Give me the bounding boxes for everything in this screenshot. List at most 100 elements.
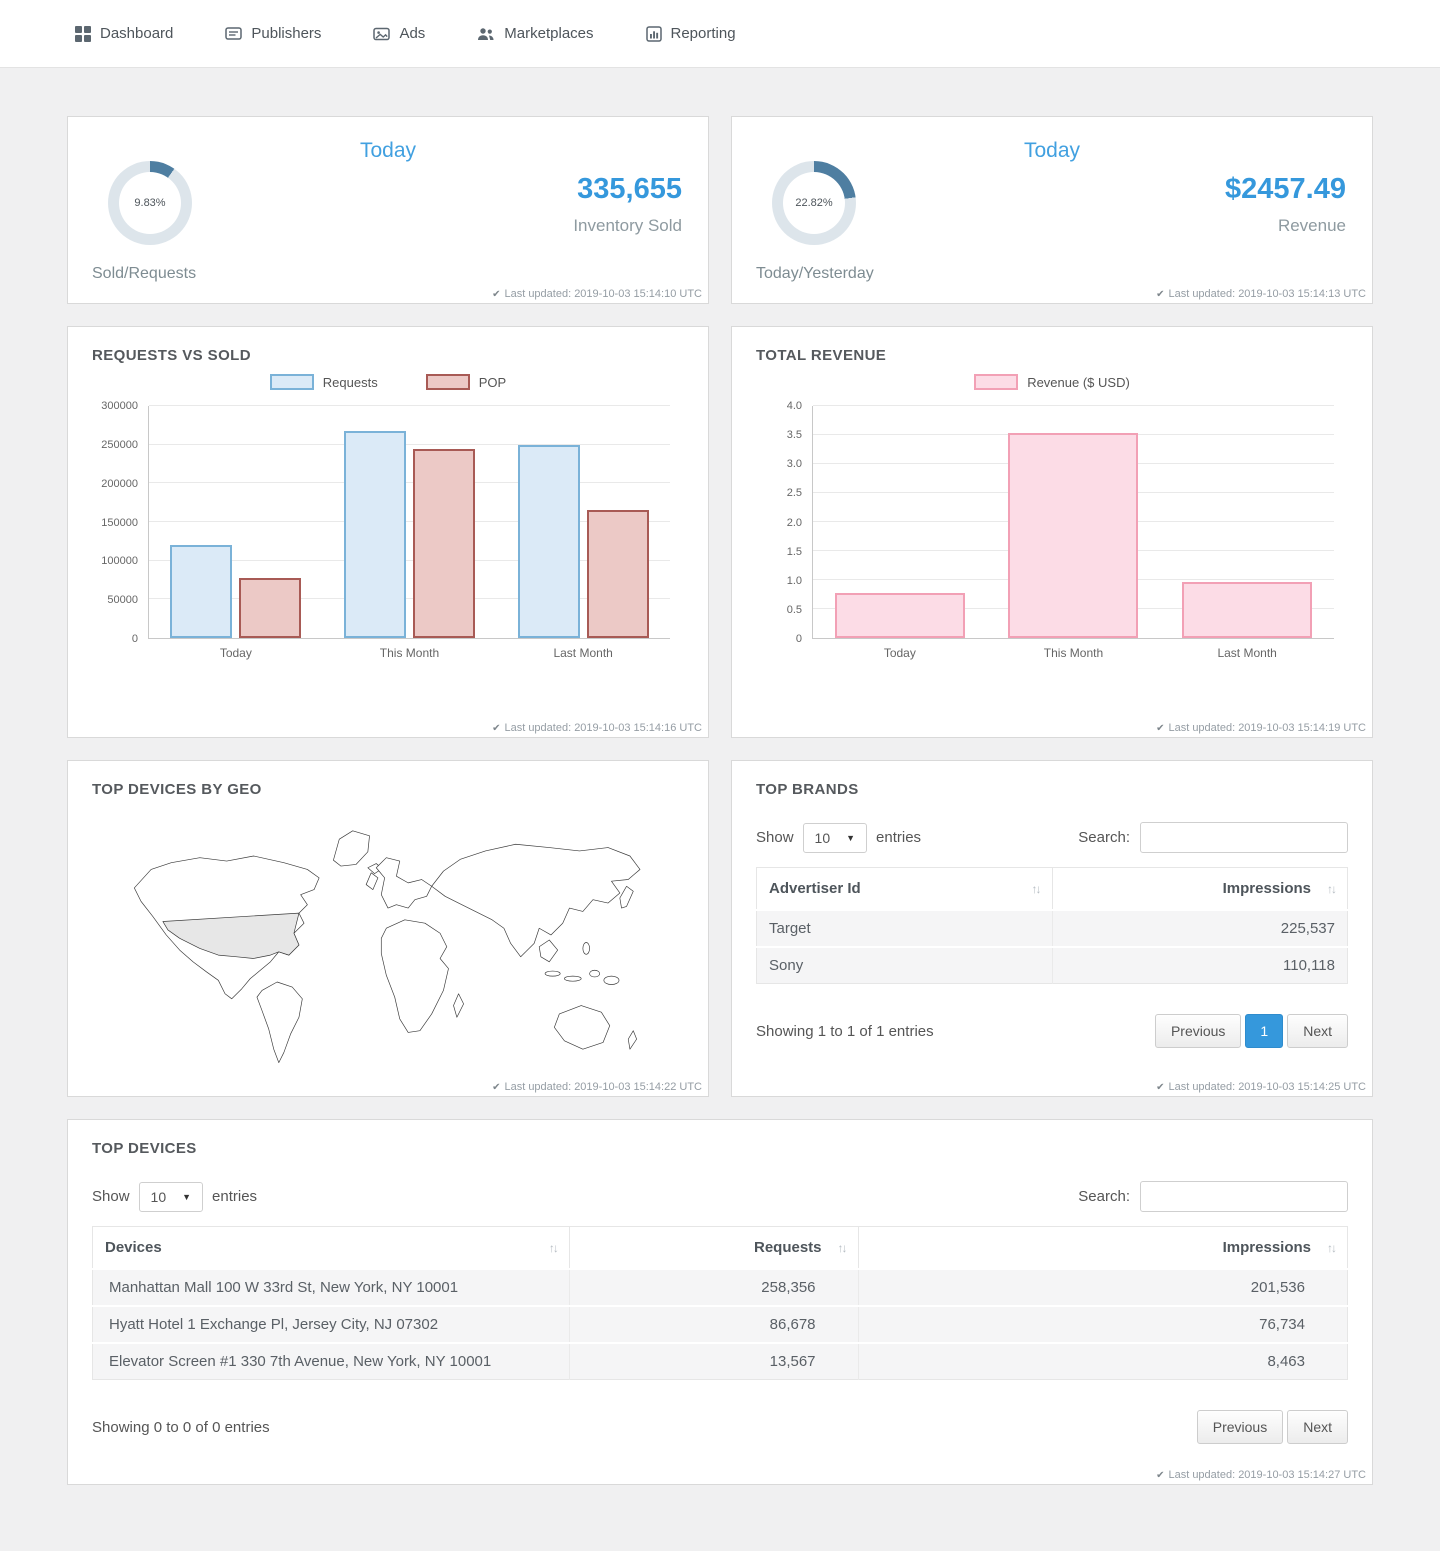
pagination: Previous Next — [1196, 1410, 1348, 1444]
table-row[interactable]: Hyatt Hotel 1 Exchange Pl, Jersey City, … — [92, 1305, 1348, 1343]
bars — [343, 406, 475, 638]
previous-button[interactable]: Previous — [1196, 1410, 1284, 1444]
page-1-button[interactable]: 1 — [1245, 1014, 1284, 1048]
table-cell: Hyatt Hotel 1 Exchange Pl, Jersey City, … — [92, 1305, 570, 1343]
column-header-content: Devices ↑↓ — [105, 1239, 559, 1256]
last-updated-text: Last updated: 2019-10-03 15:14:13 UTC — [1168, 288, 1366, 300]
sold-requests-donut-chart: 9.83% — [108, 161, 192, 245]
plot-area: 0 50000 100000 150000 200000 250000 300000 Toda… — [92, 400, 684, 660]
y-tick-label: 300000 — [101, 400, 138, 412]
nav-item-publishers[interactable]: Publishers — [225, 25, 321, 42]
column-header-requests[interactable]: Requests ↑↓ — [568, 1226, 859, 1270]
bars — [1182, 406, 1313, 638]
y-tick-label: 2.5 — [786, 487, 802, 500]
top-brands-card: TOP BRANDS Show 10 ▼ entries Search: Adv… — [731, 760, 1373, 1097]
column-label: Impressions — [1222, 1239, 1311, 1256]
legend-item-requests[interactable]: Requests — [269, 374, 378, 390]
legend-item-pop[interactable]: POP — [425, 374, 506, 390]
nav-item-ads[interactable]: Ads — [373, 25, 425, 42]
revenue-card: Today 22.82% $2457.49 Revenue Today/Yest… — [731, 116, 1373, 304]
table-row[interactable]: Sony 110,118 — [756, 946, 1348, 984]
entries-select[interactable]: 10 ▼ — [802, 822, 868, 853]
x-axis-label: Today — [219, 646, 252, 660]
bars — [834, 406, 965, 638]
bar-pop — [412, 449, 475, 638]
next-button[interactable]: Next — [1287, 1014, 1348, 1048]
legend-item-revenue-usd[interactable]: Revenue ($ USD) — [974, 374, 1130, 390]
next-button[interactable]: Next — [1287, 1410, 1348, 1444]
nav-item-dashboard[interactable]: Dashboard — [75, 25, 173, 42]
bar-pop — [586, 510, 649, 638]
gridline — [149, 559, 670, 561]
table-row[interactable]: Target 225,537 — [756, 909, 1348, 947]
devices-table: Devices ↑↓ Requests ↑↓ Impressions ↑↓ Manhatta… — [92, 1226, 1348, 1380]
y-tick-label: 150000 — [101, 516, 138, 529]
previous-button[interactable]: Previous — [1154, 1014, 1242, 1048]
legend-swatch — [425, 374, 470, 390]
column-header-devices[interactable]: Devices ↑↓ — [92, 1226, 570, 1270]
sort-icon: ↑↓ — [548, 1240, 559, 1255]
bar-group: Today — [834, 406, 965, 660]
column-header-advertiser-id[interactable]: Advertiser Id ↑↓ — [756, 867, 1052, 911]
x-axis-label: Last Month — [553, 646, 613, 660]
column-header-content: Impressions ↑↓ — [1065, 880, 1337, 897]
gridline — [149, 598, 670, 600]
bar-revenue-usd — [1182, 581, 1313, 638]
entries-value: 10 — [150, 1188, 167, 1205]
gridline — [149, 482, 670, 484]
world-map — [133, 830, 641, 1063]
column-label: Advertiser Id — [769, 880, 861, 897]
table-controls: Show 10 ▼ entries Search: — [92, 1181, 1348, 1212]
stat-value: 335,655 — [577, 173, 682, 205]
bar-group: This Month — [343, 406, 475, 660]
search-input[interactable] — [1140, 1181, 1348, 1212]
bars — [1008, 406, 1139, 638]
bars — [170, 406, 302, 638]
entries-select[interactable]: 10 ▼ — [138, 1181, 204, 1212]
nav-item-reporting[interactable]: Reporting — [645, 25, 736, 42]
search-control: Search: — [1078, 1181, 1348, 1212]
nav-item-marketplaces[interactable]: Marketplaces — [477, 25, 594, 42]
table-cell: Sony — [756, 946, 1052, 984]
table-body: Target 225,537 Sony 110,118 — [756, 909, 1348, 984]
entries-label: entries — [876, 829, 922, 846]
table-cell: 225,537 — [1051, 909, 1348, 947]
column-header-impressions[interactable]: Impressions ↑↓ — [857, 1226, 1348, 1270]
nav-label: Ads — [399, 25, 426, 42]
stat-caption: Sold/Requests — [92, 265, 197, 282]
top-devices-by-geo-card: TOP DEVICES BY GEO — [67, 760, 709, 1097]
column-header-impressions[interactable]: Impressions ↑↓ — [1051, 867, 1348, 911]
table-cell: 8,463 — [857, 1342, 1348, 1380]
table-cell: 110,118 — [1051, 946, 1348, 984]
top-devices-card: TOP DEVICES Show 10 ▼ entries Search: De… — [67, 1119, 1373, 1485]
table-cell: 76,734 — [857, 1305, 1348, 1343]
stat-value-label: Inventory Sold — [573, 216, 682, 235]
ads-icon — [373, 26, 391, 42]
last-updated-text: Last updated: 2019-10-03 15:14:10 UTC — [504, 288, 702, 300]
legend-swatch — [974, 374, 1019, 390]
check-icon: ✔ — [492, 723, 501, 734]
table-footer: Showing 0 to 0 of 0 entries Previous Nex… — [92, 1410, 1348, 1444]
last-updated: ✔ Last updated: 2019-10-03 15:14:27 UTC — [1156, 1469, 1366, 1481]
bar-group: Last Month — [517, 406, 649, 660]
search-input[interactable] — [1140, 822, 1348, 853]
last-updated: ✔ Last updated: 2019-10-03 15:14:25 UTC — [1156, 1081, 1366, 1093]
y-tick-label: 0 — [795, 633, 802, 645]
gridline — [149, 443, 670, 445]
gridline — [149, 405, 670, 406]
bar-group: Last Month — [1182, 406, 1313, 660]
bar-group: Today — [170, 406, 302, 660]
last-updated: ✔ Last updated: 2019-10-03 15:14:13 UTC — [1156, 288, 1366, 300]
last-updated-text: Last updated: 2019-10-03 15:14:19 UTC — [1168, 722, 1366, 734]
check-icon: ✔ — [1156, 289, 1165, 300]
pagination: Previous 1 Next — [1154, 1014, 1348, 1048]
bar-revenue-usd — [1008, 433, 1139, 638]
last-updated: ✔ Last updated: 2019-10-03 15:14:16 UTC — [492, 722, 702, 734]
table-cell: 13,567 — [568, 1342, 859, 1380]
search-label: Search: — [1078, 829, 1130, 846]
table-cell: 86,678 — [568, 1305, 859, 1343]
table-row[interactable]: Elevator Screen #1 330 7th Avenue, New Y… — [92, 1342, 1348, 1380]
table-header: Devices ↑↓ Requests ↑↓ Impressions ↑↓ — [92, 1226, 1348, 1270]
table-row[interactable]: Manhattan Mall 100 W 33rd St, New York, … — [92, 1268, 1348, 1306]
column-label: Requests — [754, 1239, 822, 1256]
